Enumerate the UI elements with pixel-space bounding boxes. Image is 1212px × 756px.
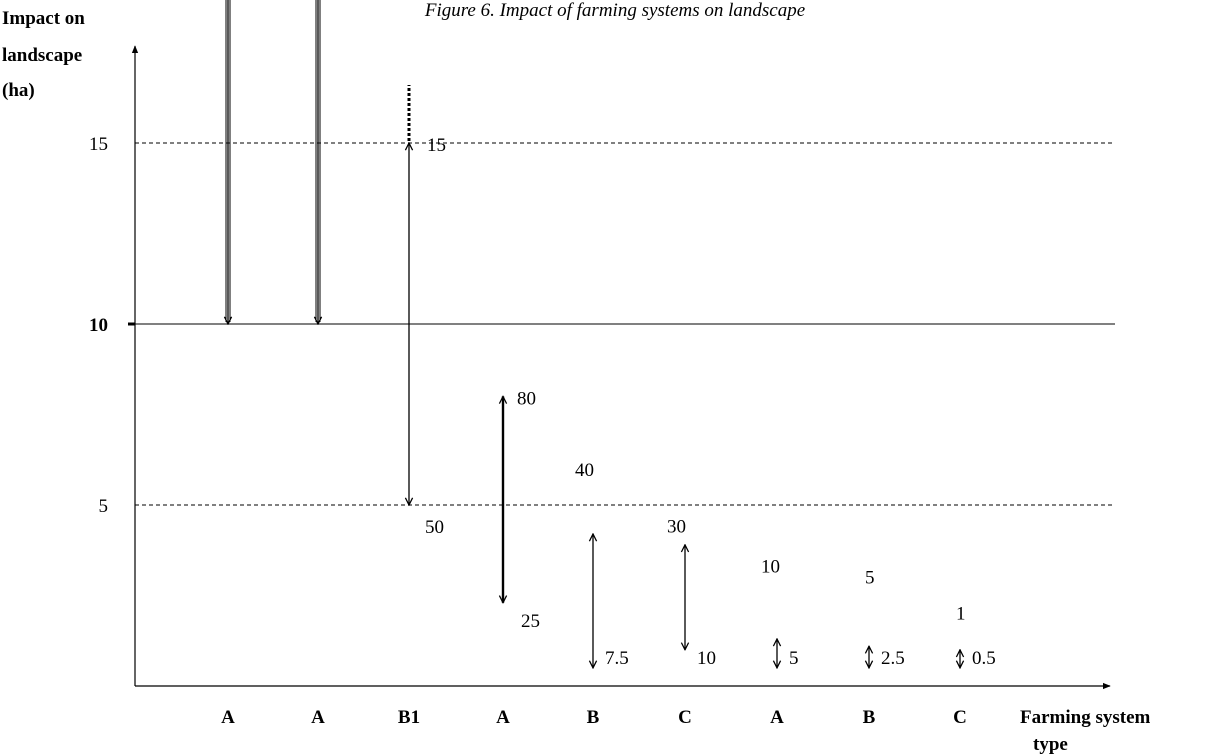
y-ticks: 30252015105	[89, 134, 135, 517]
x-category-label: C	[953, 707, 967, 728]
y-tick-label-10: 10	[89, 315, 108, 336]
y-axis-title-line-3: (ha)	[2, 80, 35, 101]
range-bottom-label: 5	[789, 648, 799, 669]
range-bottom-label: 25	[521, 611, 540, 632]
range-top-label: 40	[575, 460, 594, 481]
x-category-labels: A A B1 A B C A B C	[221, 707, 967, 728]
x-category-label: B	[863, 707, 876, 728]
range-top-label: 1	[956, 604, 966, 625]
x-category-label: C	[678, 707, 692, 728]
x-category-label: B	[587, 707, 600, 728]
y-axis-title: Impact on landscape (ha)	[2, 8, 90, 101]
range-arrows	[226, 0, 960, 668]
range-bottom-label: 10	[697, 648, 716, 669]
range-top-label: 80	[517, 388, 536, 409]
x-category-label: B1	[398, 707, 420, 728]
x-category-label: A	[311, 707, 325, 728]
x-category-label: A	[496, 707, 510, 728]
range-bottom-label: 0.5	[972, 648, 996, 669]
range-top-label: 30	[667, 517, 686, 538]
y-tick-label-15: 15	[89, 134, 108, 155]
range-bottom-label: 2.5	[881, 648, 905, 669]
x-category-label: A	[770, 707, 784, 728]
x-axis-title-line-1: Farming system	[1020, 707, 1151, 728]
x-axis-title: Farming system type	[1020, 707, 1155, 755]
range-top-label: 5	[865, 567, 875, 588]
gridlines	[135, 142, 1115, 506]
y-axis-title-line-2: landscape	[2, 45, 82, 66]
range-bottom-label: 7.5	[605, 648, 629, 669]
range-bottom-label: 50	[425, 517, 444, 538]
x-axis-title-line-2: type	[1033, 734, 1068, 755]
x-category-label: A	[221, 707, 235, 728]
y-axis-title-line-1: Impact on	[2, 8, 85, 29]
range-top-label: 10	[761, 557, 780, 578]
chart-title: Figure 6. Impact of farming systems on l…	[424, 0, 805, 21]
y-tick-label-5: 5	[99, 496, 109, 517]
range-top-label: 15	[427, 135, 446, 156]
